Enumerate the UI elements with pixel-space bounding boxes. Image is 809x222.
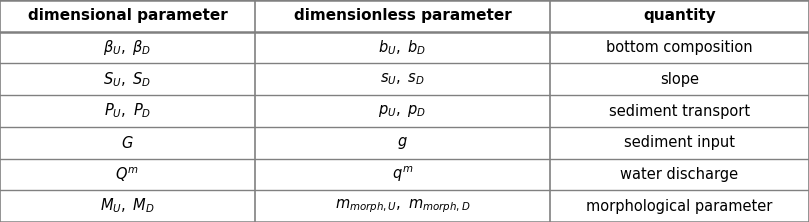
Text: morphological parameter: morphological parameter <box>587 199 773 214</box>
Text: bottom composition: bottom composition <box>606 40 753 55</box>
Text: sediment input: sediment input <box>624 135 735 150</box>
Text: quantity: quantity <box>643 8 716 23</box>
Text: $m_{morph,U},\ m_{morph,D}$: $m_{morph,U},\ m_{morph,D}$ <box>335 197 470 215</box>
Text: $q^{m}$: $q^{m}$ <box>392 165 413 184</box>
Text: water discharge: water discharge <box>621 167 739 182</box>
Text: $G$: $G$ <box>121 135 133 151</box>
Text: $Q^{m}$: $Q^{m}$ <box>116 165 139 184</box>
Text: $b_{U},\ b_{D}$: $b_{U},\ b_{D}$ <box>379 38 426 57</box>
Text: dimensional parameter: dimensional parameter <box>28 8 227 23</box>
Text: $s_{U},\ s_{D}$: $s_{U},\ s_{D}$ <box>380 71 425 87</box>
Text: $p_{U},\ p_{D}$: $p_{U},\ p_{D}$ <box>379 103 426 119</box>
Text: slope: slope <box>660 72 699 87</box>
Text: sediment transport: sediment transport <box>609 103 750 119</box>
Text: $S_{U},\ S_{D}$: $S_{U},\ S_{D}$ <box>104 70 151 89</box>
Text: $P_{U},\ P_{D}$: $P_{U},\ P_{D}$ <box>104 102 151 120</box>
Text: $M_{U},\ M_{D}$: $M_{U},\ M_{D}$ <box>100 197 155 216</box>
Text: $g$: $g$ <box>397 135 408 151</box>
Text: dimensionless parameter: dimensionless parameter <box>294 8 511 23</box>
Text: $\beta_{U},\ \beta_{D}$: $\beta_{U},\ \beta_{D}$ <box>104 38 151 57</box>
